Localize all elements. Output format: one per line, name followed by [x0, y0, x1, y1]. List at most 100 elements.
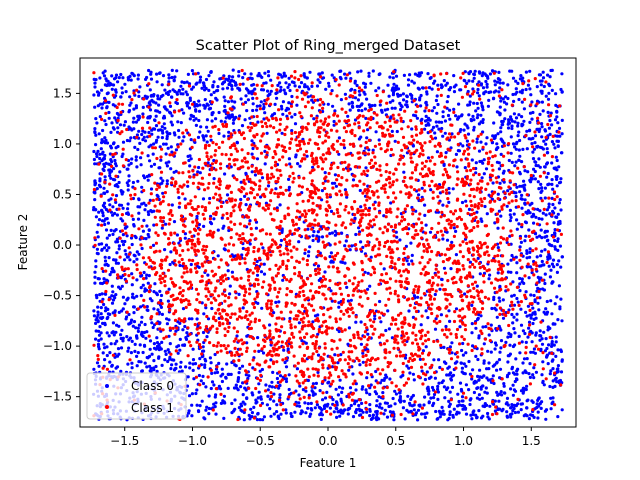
data-point-class-0	[152, 209, 156, 213]
data-point-class-1	[403, 218, 407, 222]
data-point-class-0	[210, 306, 214, 311]
data-point-class-0	[410, 259, 414, 263]
data-point-class-1	[286, 117, 290, 121]
data-point-class-1	[448, 302, 452, 306]
data-point-class-1	[163, 191, 167, 195]
data-point-class-0	[93, 85, 97, 89]
data-point-class-0	[100, 209, 104, 213]
data-point-class-0	[511, 393, 515, 397]
data-point-class-1	[271, 238, 275, 242]
data-point-class-0	[489, 90, 493, 94]
data-point-class-1	[198, 326, 202, 330]
data-point-class-0	[343, 261, 347, 265]
data-point-class-0	[169, 120, 173, 124]
data-point-class-0	[555, 270, 560, 274]
data-point-class-0	[550, 401, 554, 406]
data-point-class-0	[156, 94, 160, 98]
data-point-class-0	[297, 321, 301, 325]
data-point-class-1	[456, 259, 460, 263]
data-point-class-1	[119, 110, 123, 114]
data-point-class-0	[98, 179, 102, 183]
data-point-class-0	[549, 369, 553, 373]
data-point-class-0	[349, 403, 353, 408]
data-point-class-0	[448, 319, 452, 323]
data-point-class-0	[170, 203, 174, 207]
data-point-class-0	[235, 386, 239, 390]
data-point-class-0	[94, 152, 99, 156]
data-point-class-0	[499, 130, 503, 134]
data-point-class-1	[312, 184, 316, 188]
data-point-class-0	[448, 412, 452, 417]
data-point-class-1	[514, 199, 518, 203]
data-point-class-0	[295, 367, 299, 371]
data-point-class-0	[388, 377, 392, 381]
data-point-class-0	[268, 384, 272, 388]
data-point-class-1	[445, 335, 449, 339]
data-point-class-1	[191, 181, 195, 185]
data-point-class-0	[142, 135, 146, 139]
data-point-class-0	[531, 150, 535, 154]
data-point-class-0	[538, 112, 542, 116]
data-point-class-1	[345, 235, 349, 239]
data-point-class-0	[358, 93, 362, 97]
data-point-class-0	[506, 96, 510, 101]
data-point-class-0	[394, 230, 398, 234]
data-point-class-0	[97, 339, 101, 343]
data-point-class-1	[300, 357, 304, 361]
data-point-class-1	[330, 347, 334, 351]
data-point-class-0	[469, 397, 473, 401]
data-point-class-0	[550, 280, 555, 284]
data-point-class-0	[148, 159, 152, 163]
data-point-class-0	[475, 101, 479, 106]
data-point-class-0	[330, 73, 334, 77]
data-point-class-0	[543, 248, 547, 252]
data-point-class-0	[250, 411, 254, 415]
data-point-class-0	[412, 81, 416, 85]
data-point-class-0	[535, 85, 539, 89]
data-point-class-0	[311, 393, 315, 397]
data-point-class-0	[345, 285, 349, 289]
data-point-class-0	[458, 381, 463, 385]
data-point-class-0	[491, 181, 495, 185]
data-point-class-0	[538, 165, 542, 169]
data-point-class-1	[418, 142, 422, 146]
data-point-class-0	[261, 246, 265, 250]
data-point-class-0	[221, 87, 225, 91]
data-point-class-1	[423, 362, 427, 366]
data-point-class-0	[125, 335, 129, 339]
data-point-class-0	[192, 377, 196, 381]
data-point-class-0	[111, 103, 115, 107]
data-point-class-0	[475, 396, 479, 400]
data-point-class-0	[267, 74, 271, 78]
data-point-class-0	[130, 283, 134, 287]
data-point-class-1	[111, 353, 115, 357]
data-point-class-1	[469, 168, 473, 172]
data-point-class-0	[101, 128, 105, 133]
data-point-class-0	[123, 249, 127, 253]
data-point-class-1	[232, 359, 236, 363]
data-point-class-0	[170, 95, 174, 99]
data-point-class-0	[476, 256, 480, 260]
data-point-class-1	[204, 143, 208, 147]
data-point-class-0	[530, 177, 534, 181]
data-point-class-0	[310, 98, 314, 102]
data-point-class-0	[478, 272, 482, 276]
data-point-class-0	[217, 361, 221, 365]
data-point-class-0	[181, 343, 185, 347]
data-point-class-0	[482, 172, 486, 176]
data-point-class-0	[550, 342, 554, 346]
data-point-class-0	[226, 386, 230, 390]
data-point-class-0	[400, 105, 404, 109]
data-point-class-0	[524, 87, 528, 92]
data-point-class-1	[323, 139, 327, 143]
data-point-class-0	[230, 83, 234, 88]
data-point-class-0	[536, 398, 540, 402]
data-point-class-0	[537, 217, 541, 221]
data-point-class-1	[395, 247, 399, 251]
data-point-class-0	[475, 284, 479, 288]
data-point-class-0	[170, 358, 174, 362]
data-point-class-0	[442, 79, 446, 83]
data-point-class-0	[316, 230, 320, 234]
data-point-class-0	[197, 109, 202, 113]
data-point-class-0	[460, 395, 465, 399]
